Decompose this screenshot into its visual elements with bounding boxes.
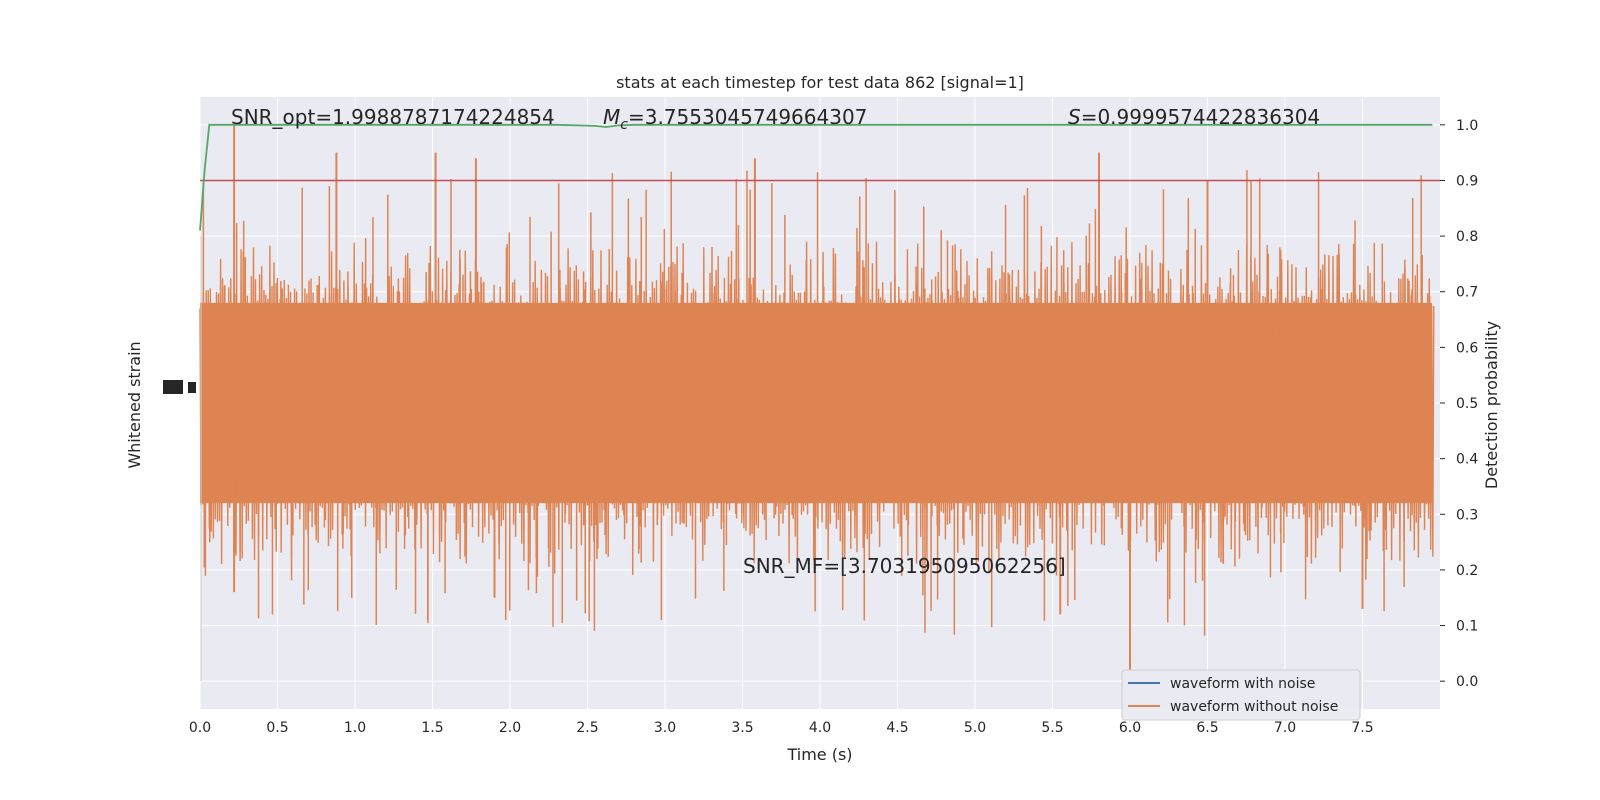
chart-title: stats at each timestep for test data 862…: [616, 73, 1024, 92]
mc-value: =3.7553045749664307: [628, 105, 867, 129]
x-tick-label: 4.0: [809, 720, 831, 736]
s-annotation: S=0.9999574422836304: [1068, 105, 1320, 129]
x-tick-label: 1.5: [421, 720, 443, 736]
x-tick-label: 3.0: [654, 720, 676, 736]
mc-annotation: Mc=3.7553045749664307: [603, 105, 867, 133]
x-tick-label: 7.5: [1351, 720, 1373, 736]
x-tick-labels: 0.0 0.5 1.0 1.5 2.0 2.5 3.0 3.5 4.0 4.5 5.0 5.5 6.0 6…: [189, 720, 1374, 736]
x-tick-label: 3.5: [731, 720, 753, 736]
x-tick-label: 0.0: [189, 720, 211, 736]
x-tick-label: 2.0: [499, 720, 521, 736]
y-tick-label: 0.4: [1456, 452, 1478, 468]
s-value: =0.9999574422836304: [1081, 105, 1320, 129]
legend: waveform with noise waveform without noi…: [1121, 669, 1361, 721]
mc-subscript: c: [620, 117, 628, 133]
x-axis-label: Time (s): [786, 745, 852, 764]
series-lines: [199, 123, 1440, 231]
left-axis-ticks-cluster: [163, 380, 196, 394]
legend-box: [1121, 669, 1361, 721]
x-tick-label: 6.5: [1196, 720, 1218, 736]
y-tick-label: 0.2: [1456, 563, 1478, 579]
snr-mf-annotation: SNR_MF=[3.703195095062256]: [743, 554, 1066, 578]
x-tick-label: 2.5: [576, 720, 598, 736]
y-tick-label: 0.0: [1456, 674, 1478, 690]
y-tick-label: 0.5: [1456, 396, 1478, 412]
snr-opt-annotation: SNR_opt=1.9988787174224854: [231, 105, 555, 129]
y-tick-label: 0.3: [1456, 507, 1478, 523]
y-tick-label: 0.7: [1456, 285, 1478, 301]
y-axis-label-right: Detection probability: [1482, 321, 1501, 489]
legend-label-without-noise: waveform without noise: [1170, 699, 1338, 715]
x-tick-label: 5.0: [964, 720, 986, 736]
y-tick-label: 0.6: [1456, 340, 1478, 356]
x-tick-label: 1.0: [344, 720, 366, 736]
x-tick-label: 0.5: [266, 720, 288, 736]
y-tick-label: 0.1: [1456, 619, 1478, 635]
y-tick-label: 0.8: [1456, 229, 1478, 245]
x-tick-label: 5.5: [1041, 720, 1063, 736]
noise-waveform: [199, 124, 1435, 682]
x-tick-label: 7.0: [1274, 720, 1296, 736]
x-tick-label: 4.5: [886, 720, 908, 736]
detection-probability-line: [199, 123, 1433, 231]
legend-label-with-noise: waveform with noise: [1170, 676, 1315, 692]
y-tick-label: 1.0: [1456, 118, 1478, 134]
y-axis-label-left: Whitened strain: [125, 341, 144, 468]
x-tick-label: 6.0: [1119, 720, 1141, 736]
mc-symbol: M: [603, 105, 620, 129]
s-symbol: S: [1068, 105, 1081, 129]
y-tick-labels: 0.0 0.1 0.2 0.3 0.4 0.5 0.6 0.7 0.8 0.9 1.0: [1440, 118, 1478, 690]
y-tick-label: 0.9: [1456, 173, 1478, 189]
